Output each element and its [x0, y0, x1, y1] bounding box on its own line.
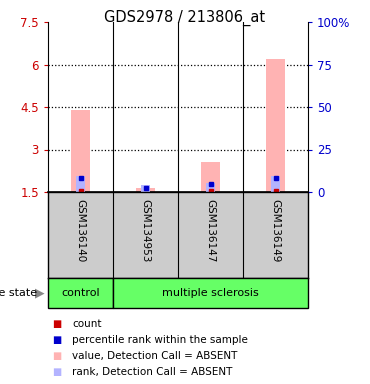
Text: ■: ■: [52, 335, 61, 345]
Text: ■: ■: [52, 319, 61, 329]
Bar: [201, 162, 220, 192]
Text: rank, Detection Call = ABSENT: rank, Detection Call = ABSENT: [72, 367, 232, 377]
Bar: [48, 278, 113, 308]
Bar: [137, 188, 155, 192]
Bar: [76, 175, 85, 192]
Text: GSM134953: GSM134953: [141, 199, 151, 262]
Text: multiple sclerosis: multiple sclerosis: [162, 288, 259, 298]
Bar: [113, 278, 308, 308]
Text: GSM136149: GSM136149: [270, 199, 280, 262]
Text: GSM136140: GSM136140: [75, 199, 85, 262]
Text: GDS2978 / 213806_at: GDS2978 / 213806_at: [104, 10, 266, 26]
Text: disease state: disease state: [0, 288, 37, 298]
Bar: [141, 185, 150, 192]
Text: count: count: [72, 319, 101, 329]
Bar: [266, 59, 285, 192]
Text: ■: ■: [52, 367, 61, 377]
Bar: [206, 183, 215, 192]
Text: value, Detection Call = ABSENT: value, Detection Call = ABSENT: [72, 351, 238, 361]
Text: ▶: ▶: [35, 286, 44, 300]
Text: control: control: [61, 288, 100, 298]
Text: GSM136147: GSM136147: [205, 199, 215, 262]
Text: percentile rank within the sample: percentile rank within the sample: [72, 335, 248, 345]
Text: ■: ■: [52, 351, 61, 361]
Bar: [71, 110, 90, 192]
Bar: [271, 175, 280, 192]
